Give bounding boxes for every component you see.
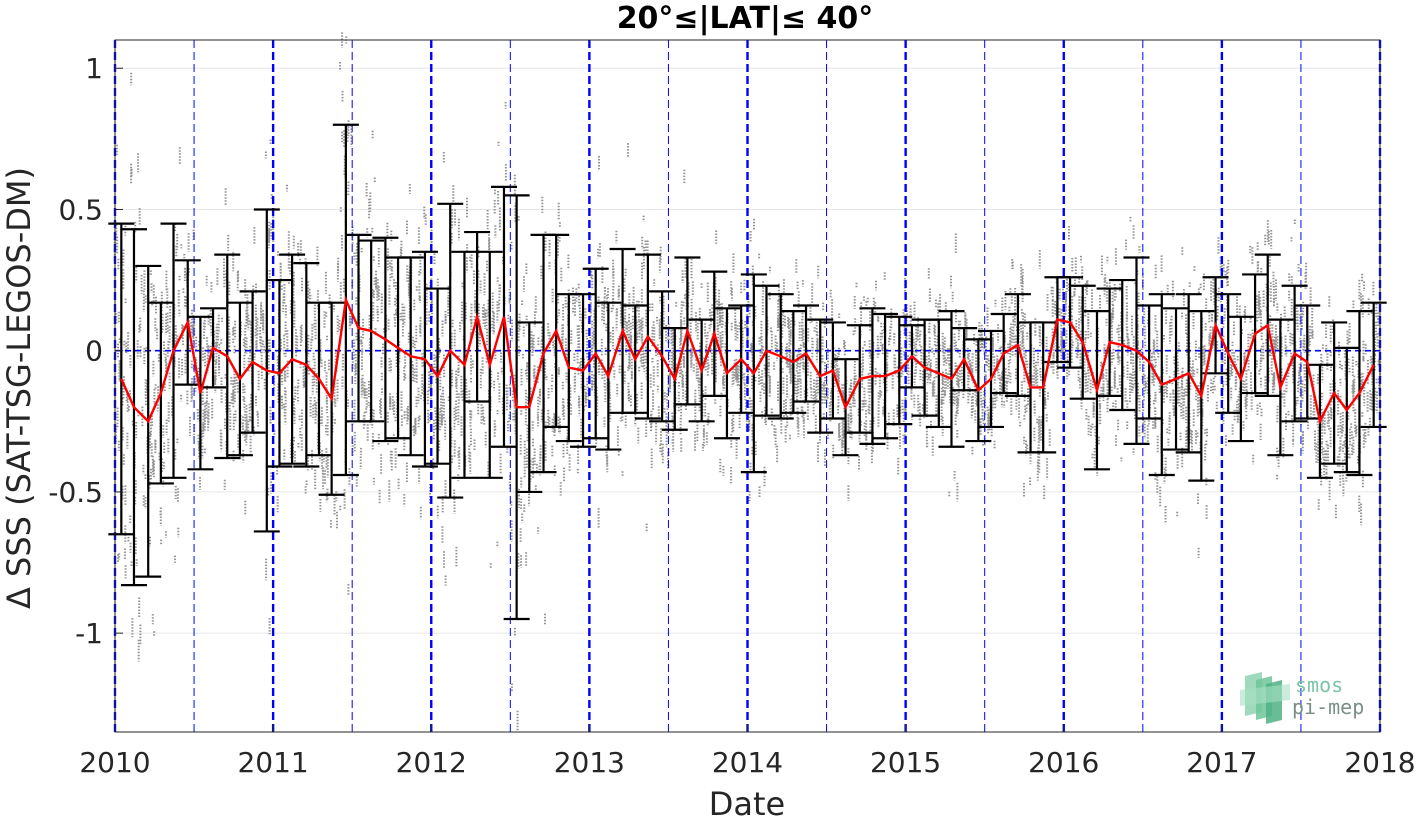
plot-area [108,32,1387,733]
x-tick-label: 2012 [396,746,467,779]
y-tick-label: -1 [75,617,103,650]
logo-mark-icon [1240,672,1290,724]
y-tick-label: 0 [85,335,103,368]
chart-title: 20°≤|LAT|≤ 40° [617,1,874,36]
scatter-points [113,32,1382,732]
y-axis-label: Δ SSS (SAT-TSG-LEGOS-DM) [0,167,38,609]
x-tick-label: 2014 [712,746,783,779]
x-axis-label: Date [709,785,785,818]
x-tick-label: 2011 [237,746,308,779]
smos-pimep-logo: smos pi-mep [1240,672,1364,724]
x-axis-ticks: 2010 2011 2012 2013 2014 2015 2016 2017 2018 [79,724,1416,779]
y-axis-ticks: -1 -0.5 0 0.5 1 [48,52,123,650]
mean-line [120,295,1375,425]
x-tick-label: 2015 [870,746,941,779]
x-tick-label: 2013 [554,746,625,779]
y-tick-label: 0.5 [58,193,103,226]
scatter-cloud [113,32,1382,732]
y-tick-label: -0.5 [48,476,103,509]
x-tick-label: 2017 [1186,746,1257,779]
x-tick-label: 2016 [1028,746,1099,779]
x-tick-label: 2010 [79,746,150,779]
monthly-mean-series [120,295,1375,425]
logo-text-pimep: pi-mep [1292,695,1364,719]
x-tick-label: 2018 [1344,746,1415,779]
logo-text-smos: smos [1295,673,1343,697]
y-tick-label: 1 [85,52,103,85]
